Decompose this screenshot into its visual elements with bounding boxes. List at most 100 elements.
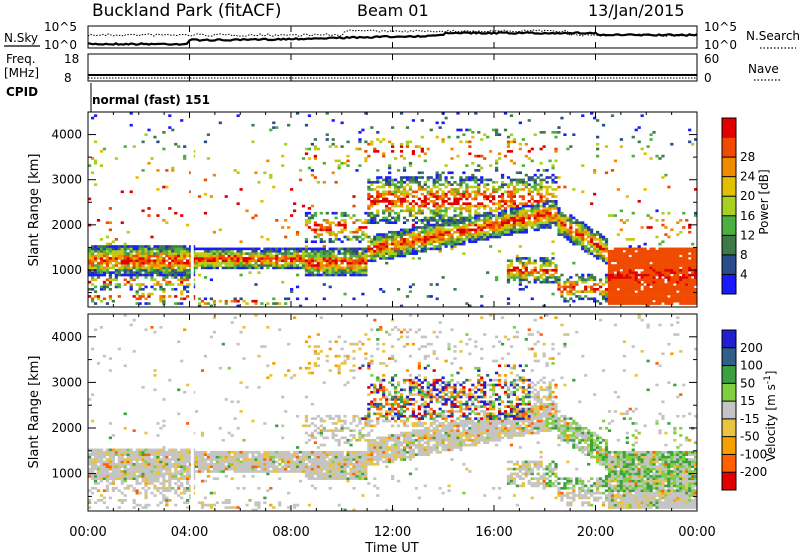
power-cell — [459, 192, 463, 196]
power-cell — [539, 221, 543, 225]
velocity-cell — [93, 465, 98, 468]
velocity-cell — [180, 472, 184, 476]
velocity-cell — [224, 460, 228, 464]
velocity-cell — [227, 501, 231, 505]
power-cell — [619, 228, 623, 232]
power-cell — [162, 297, 166, 301]
power-cell — [292, 202, 297, 205]
power-cell — [613, 292, 618, 296]
velocity-cell — [186, 477, 190, 481]
power-cell — [465, 219, 469, 222]
power-cell — [548, 211, 552, 215]
velocity-cell — [96, 472, 101, 476]
power-cell — [393, 199, 398, 203]
power-cell — [99, 245, 104, 248]
power-cell — [688, 230, 692, 234]
power-cell — [658, 266, 662, 270]
power-cell — [673, 252, 677, 255]
power-cell — [292, 259, 297, 263]
power-cell — [631, 276, 635, 279]
power-cell — [444, 219, 448, 222]
power-cell — [367, 195, 371, 198]
power-cell — [183, 268, 187, 272]
power-cell — [646, 278, 650, 282]
velocity-cell — [102, 462, 107, 466]
power-cell — [307, 271, 312, 274]
power-cell — [613, 276, 618, 279]
power-cell — [132, 249, 136, 253]
power-cell — [242, 266, 246, 270]
power-cell — [691, 249, 695, 253]
power-cell — [257, 247, 261, 251]
power-cell — [411, 233, 416, 236]
power-cell — [474, 204, 478, 208]
power-cell — [144, 249, 148, 253]
power-cell — [607, 259, 612, 263]
power-cell — [269, 252, 273, 255]
power-cell — [263, 247, 267, 251]
velocity-cell — [135, 489, 139, 493]
velocity-cell — [239, 467, 243, 471]
power-cell — [590, 276, 594, 279]
power-cell — [411, 178, 416, 182]
power-cell — [506, 140, 511, 144]
power-cell — [307, 247, 312, 251]
power-cell — [572, 261, 576, 265]
power-cell — [628, 302, 632, 305]
power-cell — [402, 245, 407, 248]
power-cell — [474, 228, 478, 232]
power-cell — [604, 245, 609, 248]
freq-left-tick-top: 18 — [64, 52, 79, 66]
power-cell — [628, 259, 632, 263]
power-cell — [420, 247, 424, 251]
power-cell — [117, 252, 121, 255]
power-cell — [405, 240, 410, 244]
velocity-cell — [147, 486, 151, 490]
power-cell — [551, 180, 555, 184]
power-cell — [628, 273, 632, 277]
power-cell — [180, 266, 184, 270]
power-cell — [643, 259, 647, 263]
velocity-cell — [141, 455, 145, 459]
power-cell — [569, 219, 573, 222]
power-cell — [393, 190, 398, 194]
velocity-cell — [90, 419, 95, 423]
power-cell — [492, 221, 496, 225]
power-cell — [402, 216, 407, 220]
power-cell — [183, 249, 187, 253]
power-cell — [135, 302, 139, 305]
power-cell — [676, 266, 680, 270]
power-cell — [497, 230, 502, 234]
power-cell — [278, 257, 282, 260]
power-cell — [429, 195, 433, 198]
power-cell — [203, 211, 208, 215]
power-cell — [399, 254, 404, 258]
power-cell — [521, 271, 525, 274]
power-cell — [364, 150, 368, 153]
power-cell — [477, 188, 481, 191]
power-cell — [613, 299, 618, 303]
power-cell — [435, 211, 439, 215]
power-cell — [388, 214, 392, 217]
power-cell — [631, 280, 635, 284]
power-cell — [471, 135, 475, 139]
power-cell — [177, 257, 181, 260]
power-cell — [465, 223, 469, 227]
power-cell — [486, 135, 490, 139]
power-cell — [147, 247, 151, 251]
power-cell — [486, 195, 490, 198]
power-cell — [370, 204, 374, 208]
velocity-cell — [183, 455, 187, 459]
power-cell — [506, 219, 511, 222]
power-cell — [411, 223, 416, 227]
power-cell — [483, 157, 487, 160]
velocity-cell — [96, 448, 101, 452]
power-cell — [370, 142, 374, 146]
power-cell — [646, 287, 650, 291]
velocity-cell — [88, 458, 92, 461]
power-cell — [174, 295, 178, 298]
velocity-cell — [123, 465, 127, 468]
velocity-cell — [111, 434, 115, 437]
power-cell — [304, 297, 309, 301]
power-cell — [206, 259, 211, 263]
